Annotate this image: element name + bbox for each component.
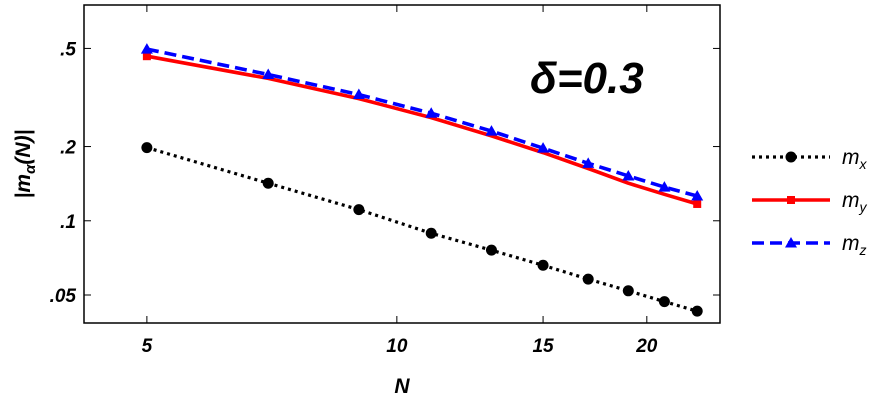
data-point-x xyxy=(262,177,274,189)
x-tick-label: 5 xyxy=(142,336,153,357)
data-point-z xyxy=(262,68,275,79)
data-point-x xyxy=(622,285,634,297)
legend-swatch-marker xyxy=(785,237,797,248)
series-z xyxy=(140,43,704,201)
series-line-x xyxy=(146,146,698,313)
data-point-y xyxy=(142,52,151,61)
data-point-x xyxy=(353,204,365,216)
data-point-z xyxy=(352,88,365,100)
x-tick-label: 10 xyxy=(386,336,408,357)
delta-annotation: δ=0.3 xyxy=(530,54,644,103)
y-axis-ticks: .05 .1 .2 .5 xyxy=(50,39,720,307)
y-tick-label: .05 xyxy=(50,286,77,307)
x-axis-ticks: 5 10 15 20 xyxy=(142,5,658,357)
legend-label: mx xyxy=(842,146,868,172)
data-point-x xyxy=(485,244,497,256)
x-tick-label: 20 xyxy=(635,336,658,357)
data-point-z xyxy=(140,43,153,54)
data-point-z xyxy=(425,107,438,118)
y-tick-label: .1 xyxy=(60,212,76,233)
legend-swatch-marker xyxy=(787,196,795,204)
data-point-z xyxy=(658,181,671,192)
legend: mx my mz xyxy=(752,146,868,258)
series-x xyxy=(141,142,703,317)
data-point-y xyxy=(693,199,702,208)
series-layer xyxy=(140,43,704,317)
data-point-x xyxy=(425,227,437,239)
data-point-x xyxy=(537,259,549,271)
x-axis-label: N xyxy=(394,375,410,398)
series-line-y xyxy=(146,54,698,206)
legend-label: my xyxy=(842,189,868,215)
x-tick-label: 15 xyxy=(532,336,554,357)
series-y xyxy=(142,52,702,208)
y-tick-label: .5 xyxy=(60,39,76,60)
data-point-z xyxy=(537,142,550,153)
plot-frame xyxy=(83,4,721,324)
legend-item-x: mx xyxy=(752,146,868,172)
y-axis-label: |mα(N)| xyxy=(12,130,39,199)
data-point-x xyxy=(582,273,594,285)
series-line-z xyxy=(146,47,698,198)
data-point-z xyxy=(691,190,704,201)
y-tick-label: .2 xyxy=(60,138,76,159)
legend-item-z: mz xyxy=(752,232,867,258)
data-point-x xyxy=(691,305,703,317)
legend-label: mz xyxy=(842,232,867,258)
data-point-z xyxy=(622,169,635,181)
data-point-x xyxy=(141,142,153,154)
data-point-z xyxy=(582,157,595,168)
data-point-x xyxy=(658,296,670,308)
legend-swatch-marker xyxy=(785,151,797,163)
data-point-z xyxy=(485,125,498,136)
legend-item-y: my xyxy=(752,189,868,215)
